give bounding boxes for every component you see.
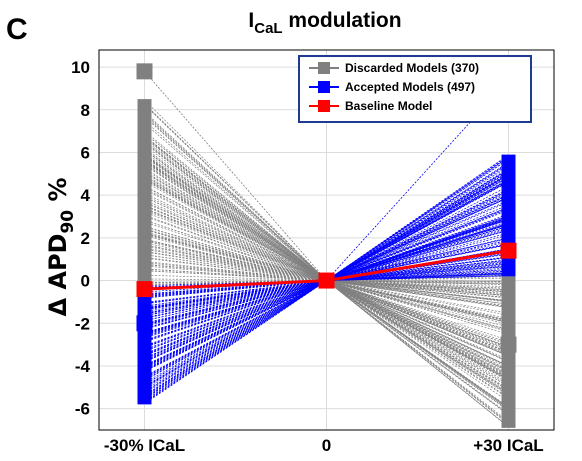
panel-letter: C (6, 13, 28, 46)
baseline-marker (137, 281, 153, 297)
baseline-marker (319, 273, 335, 289)
y-tick-label: 2 (81, 229, 90, 248)
marker-outlier-discarded (501, 337, 517, 353)
marker-outlier-accepted (137, 315, 153, 331)
legend-marker-accepted (318, 81, 330, 93)
x-tick-labels: -30% ICaL 0 +30 ICaL (104, 436, 544, 455)
y-tick-label: -2 (75, 314, 90, 333)
y-tick-label: -6 (75, 400, 90, 419)
legend-marker-baseline (318, 100, 330, 112)
y-tick-label: 10 (71, 58, 90, 77)
legend: Discarded Models (370) Accepted Models (… (299, 56, 531, 122)
legend-marker-discarded (318, 62, 330, 74)
marker-outlier-discarded (137, 63, 153, 79)
marker-column-left-accepted (138, 285, 152, 405)
title-rest: modulation (283, 9, 402, 32)
x-tick-label: -30% ICaL (104, 436, 185, 455)
marker-column-left-discarded (138, 99, 152, 287)
ylabel-suffix: % (44, 177, 72, 209)
x-tick-label: +30 ICaL (473, 436, 543, 455)
y-axis-label: Δ APD90 % (44, 177, 78, 316)
legend-label-baseline: Baseline Model (345, 99, 432, 113)
ylabel-prefix: Δ APD (44, 234, 72, 317)
legend-label-accepted: Accepted Models (497) (345, 80, 475, 94)
y-tick-label: -4 (75, 357, 91, 376)
y-tick-labels: -6 -4 -2 0 2 4 6 8 10 (71, 58, 90, 419)
y-tick-label: 8 (81, 101, 90, 120)
title-subscript: CaL (254, 20, 282, 37)
baseline-marker (501, 243, 517, 259)
chart-title: ICaL modulation (248, 9, 401, 37)
legend-label-discarded: Discarded Models (370) (345, 61, 479, 75)
ylabel-subscript: 90 (58, 210, 78, 234)
legend-item-baseline: Baseline Model (309, 99, 432, 113)
y-tick-label: 4 (81, 186, 91, 205)
y-tick-label: 0 (81, 272, 90, 291)
x-tick-label: 0 (322, 436, 331, 455)
y-tick-label: 6 (81, 143, 90, 162)
